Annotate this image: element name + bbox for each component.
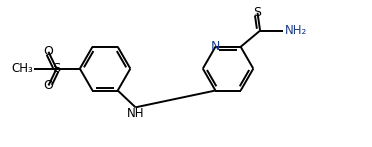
Text: CH₃: CH₃ [12, 62, 33, 75]
Text: N: N [211, 40, 220, 53]
Text: S: S [52, 62, 61, 75]
Text: NH: NH [127, 107, 144, 120]
Text: NH₂: NH₂ [285, 24, 307, 37]
Text: S: S [253, 6, 262, 19]
Text: O: O [44, 79, 54, 92]
Text: O: O [44, 45, 54, 58]
